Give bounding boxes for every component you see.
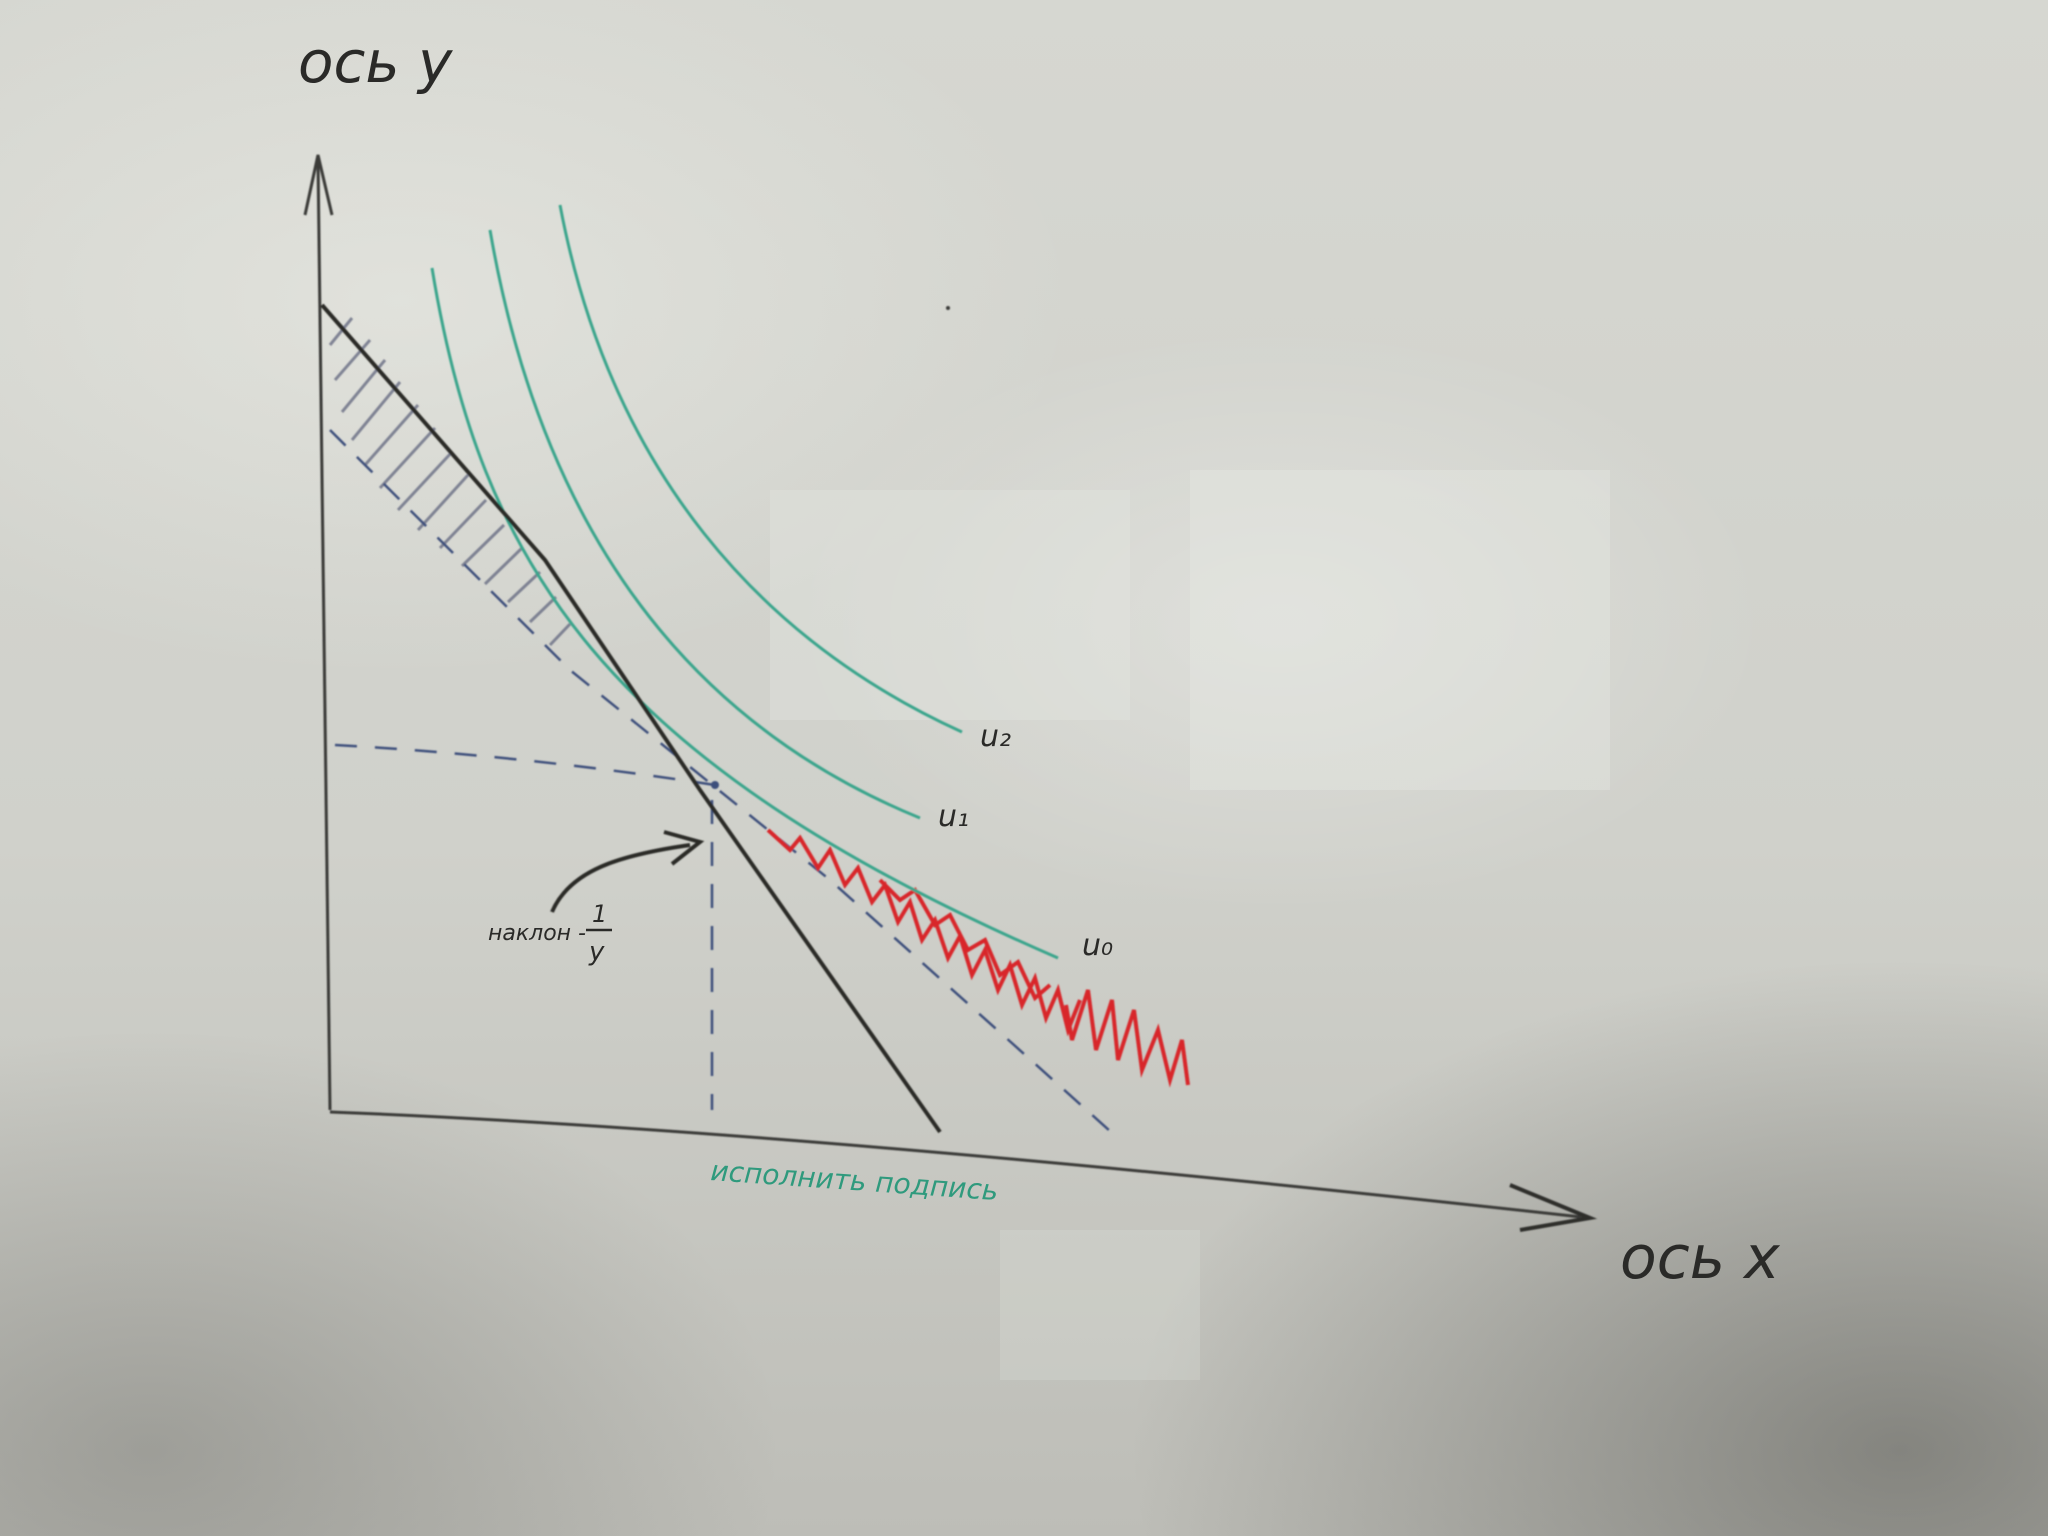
optimum-point [711,781,719,789]
y-axis [316,159,332,1111]
x-axis-label: ось x [1620,1223,1780,1293]
guide-line-horizontal [334,743,716,787]
x-axis [329,1110,1591,1220]
slope-arrow-head [663,830,705,866]
reflection-patch [1000,1230,1200,1380]
budget-line [320,303,942,1134]
slope-numerator: 1 [592,900,607,928]
marker-dot [946,306,950,310]
bottom-note: исполнить подпись [710,1154,1000,1207]
slope-arrow [550,843,691,913]
x-axis-arrow [1509,1183,1598,1232]
curve-label-u1: u₁ [938,799,969,834]
reflection-patch [770,490,1130,720]
hatched-region [328,317,572,647]
indifference-curve-u0 [430,267,1059,960]
slope-label: наклон - 1 y [488,900,612,967]
y-axis-arrow [303,154,334,216]
reflection-patch [1190,470,1610,790]
curve-label-u2: u₂ [980,719,1011,754]
curve-label-u0: u₀ [1082,928,1113,963]
slope-label-text: наклон - [488,921,586,946]
dashed-budget-line [329,429,1121,1141]
indifference-curve-u1 [488,229,921,820]
red-shaded-region [766,828,1190,1088]
indifference-curve-u2 [558,204,963,734]
y-axis-label: ось y [298,28,453,96]
slope-denominator: y [588,937,605,967]
